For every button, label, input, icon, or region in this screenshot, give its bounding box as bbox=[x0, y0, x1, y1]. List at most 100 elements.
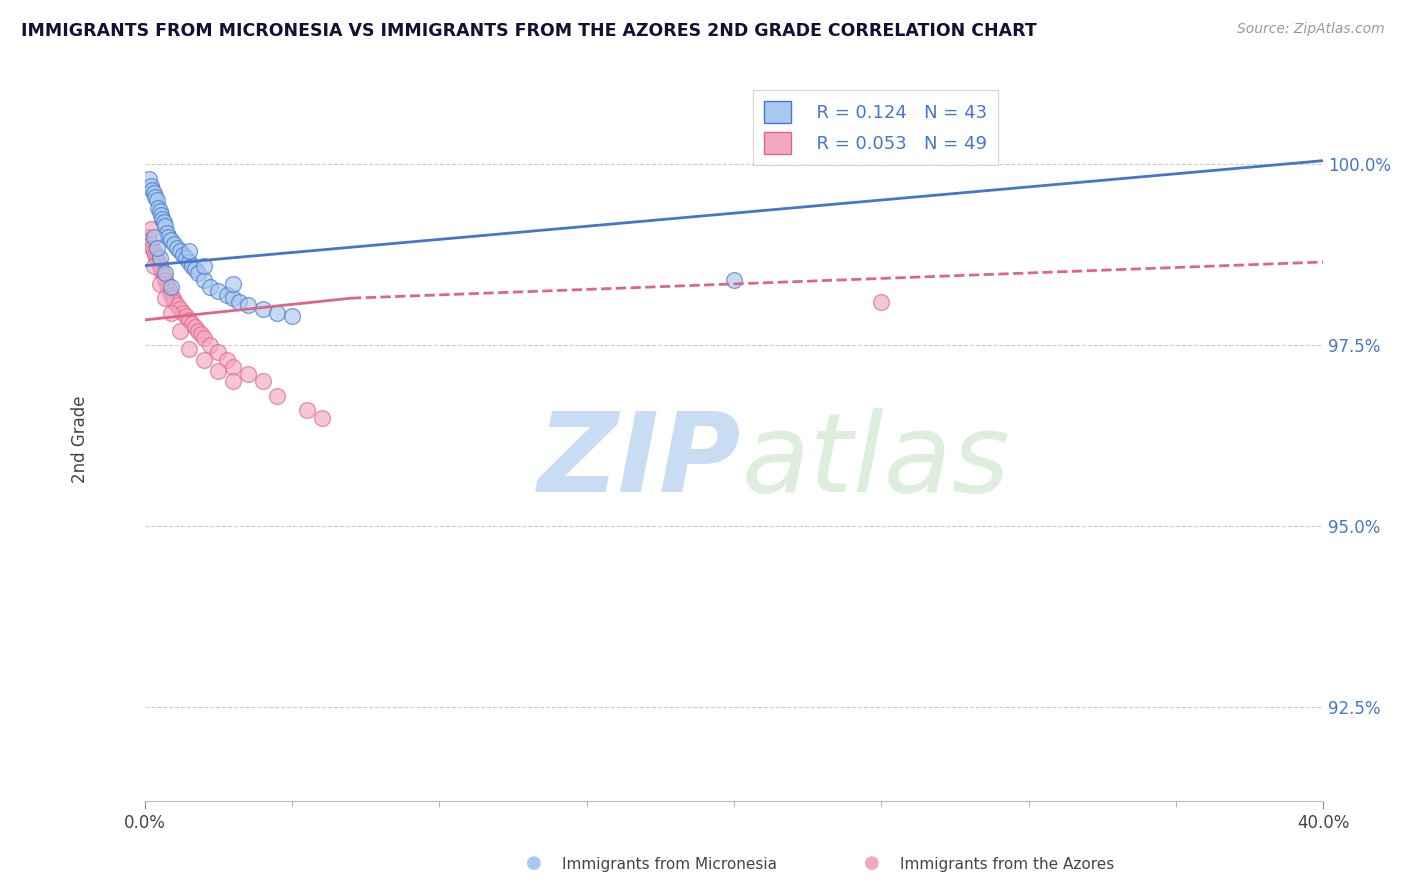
Point bbox=[157, 280, 180, 294]
Point bbox=[311, 410, 333, 425]
Point bbox=[222, 375, 245, 389]
Point bbox=[146, 201, 169, 215]
Point bbox=[148, 277, 170, 291]
Point bbox=[198, 280, 221, 294]
Point bbox=[169, 324, 191, 338]
Point bbox=[156, 226, 179, 240]
Point bbox=[236, 367, 259, 381]
Point bbox=[190, 327, 212, 342]
Point bbox=[155, 291, 177, 305]
Point bbox=[252, 375, 274, 389]
Point bbox=[139, 236, 162, 251]
Text: atlas: atlas bbox=[741, 408, 1010, 515]
Point bbox=[217, 352, 239, 367]
Point bbox=[142, 186, 165, 201]
Point bbox=[222, 359, 245, 374]
Point bbox=[174, 310, 197, 324]
Point bbox=[153, 269, 176, 284]
Legend:   R = 0.124   N = 43,   R = 0.053   N = 49: R = 0.124 N = 43, R = 0.053 N = 49 bbox=[752, 90, 998, 165]
Point bbox=[160, 287, 183, 301]
Text: Immigrants from the Azores: Immigrants from the Azores bbox=[900, 857, 1114, 872]
Point bbox=[145, 240, 167, 254]
Point bbox=[181, 259, 204, 273]
Point bbox=[160, 233, 183, 247]
Point bbox=[139, 222, 162, 236]
Point bbox=[295, 403, 318, 417]
Point bbox=[148, 204, 170, 219]
Point bbox=[163, 294, 186, 309]
Point bbox=[136, 229, 159, 244]
Point bbox=[152, 211, 174, 226]
Point bbox=[184, 320, 207, 334]
Text: Source: ZipAtlas.com: Source: ZipAtlas.com bbox=[1237, 22, 1385, 37]
Point bbox=[152, 266, 174, 280]
Text: ZIP: ZIP bbox=[538, 408, 741, 515]
Point bbox=[142, 244, 165, 259]
Text: ●: ● bbox=[526, 855, 543, 872]
Point bbox=[139, 179, 162, 194]
Point bbox=[159, 284, 181, 298]
Point bbox=[174, 252, 197, 266]
Point bbox=[266, 306, 288, 320]
Point bbox=[217, 287, 239, 301]
Point bbox=[870, 294, 893, 309]
Point bbox=[155, 266, 177, 280]
Point bbox=[150, 208, 173, 222]
Y-axis label: 2nd Grade: 2nd Grade bbox=[72, 395, 89, 483]
Point bbox=[142, 229, 165, 244]
Text: ●: ● bbox=[863, 855, 880, 872]
Point bbox=[145, 194, 167, 208]
Point bbox=[207, 363, 229, 377]
Point bbox=[252, 301, 274, 316]
Point bbox=[142, 259, 165, 273]
Point bbox=[187, 266, 209, 280]
Point bbox=[177, 255, 200, 269]
Point bbox=[155, 273, 177, 287]
Point bbox=[143, 190, 166, 204]
Point bbox=[160, 306, 183, 320]
Point bbox=[146, 255, 169, 269]
Point bbox=[141, 240, 163, 254]
Point bbox=[138, 171, 160, 186]
Point bbox=[150, 262, 173, 277]
Point bbox=[193, 352, 215, 367]
Point bbox=[138, 233, 160, 247]
Point bbox=[148, 252, 170, 266]
Point bbox=[236, 298, 259, 312]
Point bbox=[281, 310, 304, 324]
Point bbox=[222, 291, 245, 305]
Point bbox=[187, 324, 209, 338]
Point bbox=[166, 240, 188, 254]
Point bbox=[228, 294, 250, 309]
Point bbox=[156, 277, 179, 291]
Point bbox=[155, 219, 177, 233]
Point bbox=[177, 313, 200, 327]
Text: IMMIGRANTS FROM MICRONESIA VS IMMIGRANTS FROM THE AZORES 2ND GRADE CORRELATION C: IMMIGRANTS FROM MICRONESIA VS IMMIGRANTS… bbox=[21, 22, 1036, 40]
Text: Immigrants from Micronesia: Immigrants from Micronesia bbox=[562, 857, 778, 872]
Point bbox=[266, 389, 288, 403]
Point bbox=[723, 273, 745, 287]
Point bbox=[198, 338, 221, 352]
Point bbox=[177, 342, 200, 356]
Point bbox=[169, 301, 191, 316]
Point bbox=[207, 284, 229, 298]
Point bbox=[162, 291, 184, 305]
Point bbox=[166, 298, 188, 312]
Point bbox=[172, 306, 194, 320]
Point bbox=[141, 183, 163, 197]
Point bbox=[169, 244, 191, 259]
Point bbox=[181, 317, 204, 331]
Point bbox=[148, 259, 170, 273]
Point bbox=[172, 248, 194, 262]
Point bbox=[207, 345, 229, 359]
Point bbox=[160, 280, 183, 294]
Point bbox=[143, 248, 166, 262]
Point bbox=[193, 273, 215, 287]
Point bbox=[163, 236, 186, 251]
Point bbox=[145, 252, 167, 266]
Point bbox=[184, 262, 207, 277]
Point bbox=[193, 259, 215, 273]
Point bbox=[177, 244, 200, 259]
Point bbox=[193, 331, 215, 345]
Point bbox=[222, 277, 245, 291]
